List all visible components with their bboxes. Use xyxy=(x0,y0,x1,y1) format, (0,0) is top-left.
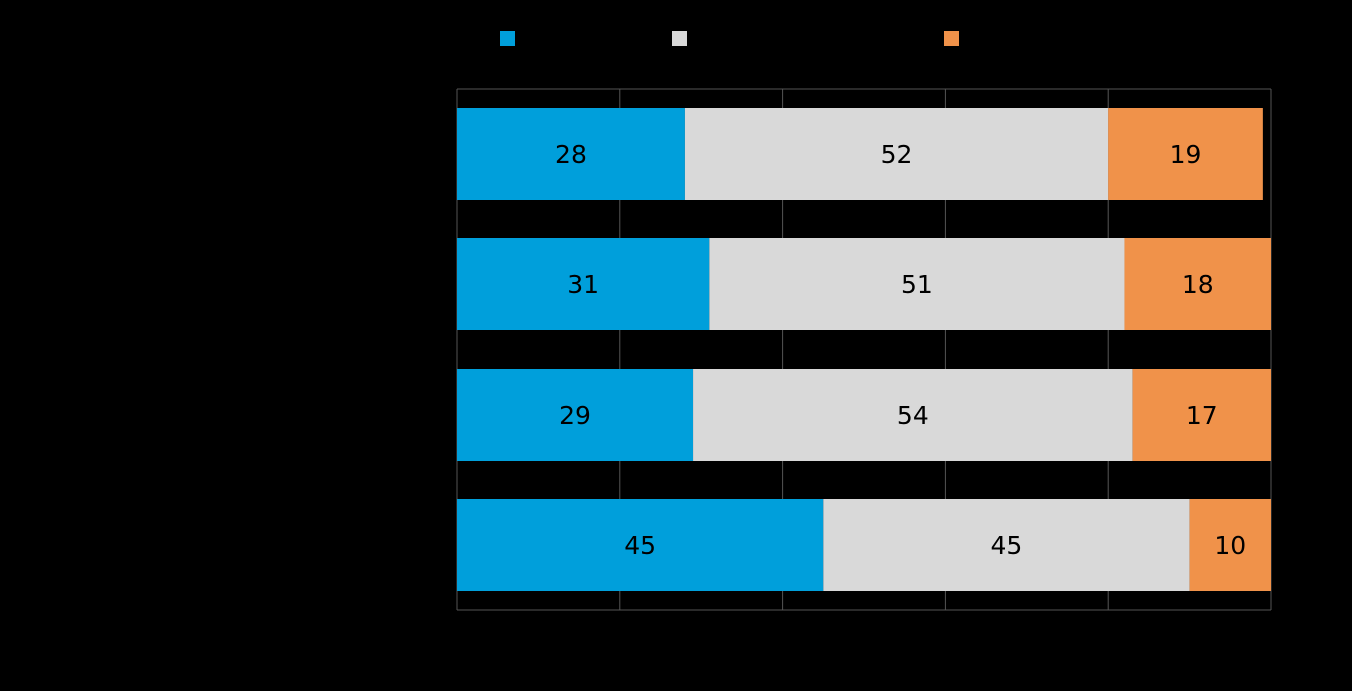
legend-swatch-series-2 xyxy=(672,31,687,46)
bar-row-3-series-3 xyxy=(1132,369,1271,461)
data-label-row-2-series-2: 51 xyxy=(901,270,933,299)
legend-swatch-series-3 xyxy=(944,31,959,46)
legend-swatch-series-1 xyxy=(500,31,515,46)
data-labels: 28 52 19 31 51 18 29 54 17 45 45 10 xyxy=(555,140,1246,560)
data-label-row-4-series-2: 45 xyxy=(991,531,1023,560)
bar-row-2-series-3 xyxy=(1124,238,1271,330)
data-label-row-3-series-1: 29 xyxy=(559,401,591,430)
bar-row-1-series-1 xyxy=(457,108,685,200)
bar-row-4-series-1 xyxy=(457,499,824,591)
data-label-row-2-series-3: 18 xyxy=(1182,270,1214,299)
bar-row-3-series-1 xyxy=(457,369,694,461)
data-label-row-4-series-3: 10 xyxy=(1214,531,1246,560)
bar-row-4-series-3 xyxy=(1189,499,1271,591)
bar-row-4-series-2 xyxy=(823,499,1190,591)
bars xyxy=(457,108,1271,591)
data-label-row-1-series-1: 28 xyxy=(555,140,587,169)
data-label-row-3-series-3: 17 xyxy=(1186,401,1218,430)
data-label-row-2-series-1: 31 xyxy=(567,270,599,299)
bar-row-3-series-2 xyxy=(693,369,1133,461)
bar-row-2-series-1 xyxy=(457,238,710,330)
data-label-row-3-series-2: 54 xyxy=(897,401,929,430)
bar-row-1-series-3 xyxy=(1108,108,1263,200)
bar-row-2-series-2 xyxy=(709,238,1125,330)
data-label-row-1-series-2: 52 xyxy=(881,140,913,169)
data-label-row-1-series-3: 19 xyxy=(1170,140,1202,169)
bar-row-1-series-2 xyxy=(684,108,1109,200)
data-label-row-4-series-1: 45 xyxy=(624,531,656,560)
